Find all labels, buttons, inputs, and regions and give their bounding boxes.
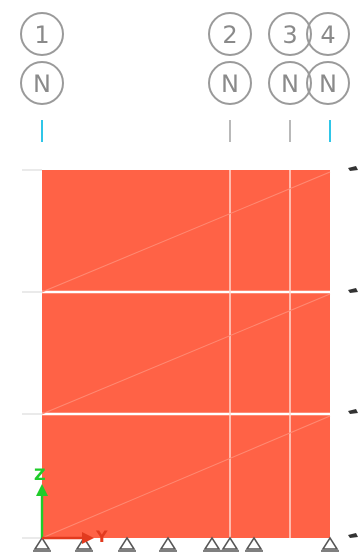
- pin-support-icon: [245, 536, 263, 552]
- grid-bubble-1[interactable]: 1 N: [20, 12, 64, 105]
- story-marker-icon: [348, 533, 358, 538]
- pin-support-icon: [321, 536, 339, 552]
- story-marker-icon: [348, 409, 358, 414]
- pin-support-icon: [203, 536, 221, 552]
- pin-support-icon: [221, 536, 239, 552]
- mesh-diagonal: [41, 171, 331, 293]
- grid-bubble-sublabel: N: [319, 70, 337, 98]
- story-markers: [348, 166, 358, 538]
- z-axis-label: Z: [34, 465, 46, 484]
- mesh-diagonal: [41, 415, 331, 539]
- grid-bubbles: 1 N 2 N 3 N 4 N: [20, 12, 350, 105]
- story-marker-icon: [348, 166, 358, 171]
- pin-support-icon: [75, 536, 93, 552]
- grid-bubble-sublabel: N: [33, 70, 51, 98]
- grid-bubble-label: 4: [320, 21, 335, 49]
- grid-line-ticks: [41, 120, 331, 142]
- grid-bubble-label: 2: [222, 21, 237, 49]
- z-axis-arrow-icon: [36, 484, 48, 496]
- supports: [33, 536, 339, 552]
- pin-support-icon: [33, 536, 51, 552]
- grid-bubble-sublabel: N: [221, 70, 239, 98]
- y-axis-label: Y: [95, 527, 108, 546]
- grid-bubble-2[interactable]: 2 N: [208, 12, 252, 105]
- story-marker-icon: [348, 288, 358, 293]
- grid-bubble-3[interactable]: 3 N: [268, 12, 312, 105]
- mesh-diagonal: [41, 293, 331, 415]
- wall-elevation[interactable]: [41, 170, 331, 539]
- pin-support-icon: [118, 536, 136, 552]
- axis-triad: Z Y: [34, 465, 108, 546]
- grid-bubble-label: 1: [34, 21, 49, 49]
- grid-bubble-label: 3: [282, 21, 297, 49]
- y-axis-arrow-icon: [82, 532, 94, 544]
- grid-bubble-4[interactable]: 4 N: [306, 12, 350, 105]
- pin-support-icon: [159, 536, 177, 552]
- grid-bubble-sublabel: N: [281, 70, 299, 98]
- left-level-lines: [22, 169, 42, 539]
